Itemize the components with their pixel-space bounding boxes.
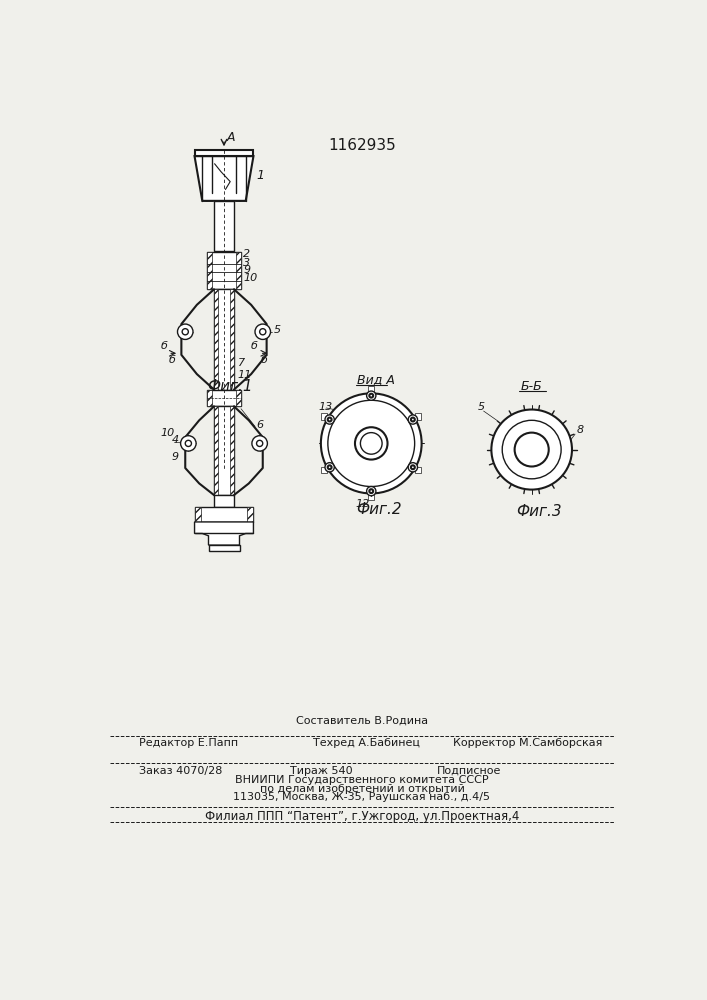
Bar bbox=[230, 406, 234, 495]
Text: 3: 3 bbox=[243, 258, 250, 268]
Circle shape bbox=[177, 324, 193, 339]
Text: 9: 9 bbox=[171, 452, 178, 462]
Text: Фиг.1: Фиг.1 bbox=[207, 379, 252, 394]
Circle shape bbox=[325, 463, 334, 472]
Bar bbox=[207, 389, 241, 406]
Bar bbox=[247, 507, 253, 522]
Circle shape bbox=[411, 465, 415, 469]
Circle shape bbox=[369, 489, 373, 493]
Circle shape bbox=[408, 415, 418, 424]
Bar bbox=[230, 289, 234, 389]
Text: 7: 7 bbox=[238, 358, 245, 368]
Text: Тираж 540: Тираж 540 bbox=[290, 766, 353, 776]
Bar bbox=[214, 495, 234, 507]
Bar bbox=[214, 406, 234, 495]
Text: 1: 1 bbox=[257, 169, 264, 182]
Circle shape bbox=[411, 418, 415, 421]
Bar bbox=[236, 389, 241, 406]
Text: 10: 10 bbox=[160, 428, 175, 438]
Circle shape bbox=[328, 400, 414, 487]
Text: Корректор М.Самборская: Корректор М.Самборская bbox=[452, 738, 602, 748]
Circle shape bbox=[259, 329, 266, 335]
Circle shape bbox=[502, 420, 561, 479]
Circle shape bbox=[361, 433, 382, 454]
Bar bbox=[194, 507, 201, 522]
Circle shape bbox=[515, 433, 549, 467]
Bar bbox=[235, 156, 246, 201]
Text: Вид A: Вид A bbox=[357, 373, 395, 386]
Bar bbox=[209, 545, 240, 551]
Circle shape bbox=[321, 393, 421, 493]
Bar bbox=[415, 467, 421, 473]
Circle shape bbox=[185, 440, 192, 446]
Bar bbox=[368, 386, 374, 393]
Text: Филиал ППП “Патент”, г.Ужгород, ул.Проектная,4: Филиал ППП “Патент”, г.Ужгород, ул.Проек… bbox=[205, 810, 519, 823]
Circle shape bbox=[491, 410, 572, 490]
Bar bbox=[214, 289, 234, 389]
Bar bbox=[236, 252, 241, 289]
Circle shape bbox=[325, 415, 334, 424]
Text: 2: 2 bbox=[243, 249, 250, 259]
Bar bbox=[214, 289, 218, 389]
Text: Подписное: Подписное bbox=[437, 766, 501, 776]
Text: по делам изобретений и открытий: по делам изобретений и открытий bbox=[259, 784, 464, 794]
Text: Фиг.3: Фиг.3 bbox=[516, 504, 562, 519]
Text: 6: 6 bbox=[257, 420, 264, 430]
Circle shape bbox=[257, 440, 263, 446]
Text: Фиг.2: Фиг.2 bbox=[356, 502, 402, 517]
Text: 11: 11 bbox=[238, 370, 252, 380]
Bar bbox=[207, 389, 211, 406]
Polygon shape bbox=[194, 156, 253, 201]
Text: б: б bbox=[251, 341, 258, 351]
Text: б: б bbox=[160, 341, 168, 351]
Circle shape bbox=[182, 329, 188, 335]
Text: Редактор Е.Папп: Редактор Е.Папп bbox=[139, 738, 238, 748]
Bar bbox=[207, 252, 211, 289]
Bar bbox=[194, 507, 253, 522]
Circle shape bbox=[355, 427, 387, 460]
Text: б: б bbox=[168, 355, 175, 365]
Text: 8: 8 bbox=[577, 425, 584, 435]
Bar bbox=[321, 413, 327, 420]
Circle shape bbox=[180, 436, 196, 451]
Text: 12: 12 bbox=[356, 499, 370, 509]
Text: Составитель В.Родина: Составитель В.Родина bbox=[296, 715, 428, 725]
Circle shape bbox=[367, 487, 376, 496]
Text: б: б bbox=[260, 355, 267, 365]
Bar bbox=[207, 252, 241, 289]
Bar bbox=[214, 201, 234, 251]
Circle shape bbox=[255, 324, 271, 339]
Text: Заказ 4070/28: Заказ 4070/28 bbox=[139, 766, 222, 776]
Bar bbox=[202, 156, 212, 201]
Bar bbox=[194, 150, 253, 156]
Text: 10: 10 bbox=[243, 273, 257, 283]
Text: 4: 4 bbox=[171, 435, 178, 445]
Bar bbox=[321, 467, 327, 473]
Bar bbox=[368, 494, 374, 500]
Text: Техред А.Бабинец: Техред А.Бабинец bbox=[313, 738, 420, 748]
Text: Б-Б: Б-Б bbox=[521, 379, 542, 392]
Circle shape bbox=[510, 428, 554, 471]
Bar bbox=[214, 406, 218, 495]
Circle shape bbox=[328, 465, 332, 469]
Text: 9: 9 bbox=[243, 265, 250, 275]
Text: 13: 13 bbox=[319, 402, 333, 412]
Circle shape bbox=[367, 391, 376, 400]
Bar bbox=[415, 413, 421, 420]
Text: A: A bbox=[227, 131, 235, 144]
Text: 1162935: 1162935 bbox=[328, 138, 396, 153]
Bar bbox=[194, 522, 202, 533]
Text: ВНИИПИ Государственного комитета СССР: ВНИИПИ Государственного комитета СССР bbox=[235, 775, 489, 785]
Text: 5: 5 bbox=[477, 402, 484, 412]
Polygon shape bbox=[194, 522, 253, 545]
Circle shape bbox=[252, 436, 267, 451]
Circle shape bbox=[408, 463, 418, 472]
Bar bbox=[246, 522, 253, 533]
Circle shape bbox=[369, 394, 373, 398]
Text: 5: 5 bbox=[274, 325, 281, 335]
Text: 113035, Москва, Ж-35, Раушская наб., д.4/5: 113035, Москва, Ж-35, Раушская наб., д.4… bbox=[233, 792, 491, 802]
Circle shape bbox=[328, 418, 332, 421]
